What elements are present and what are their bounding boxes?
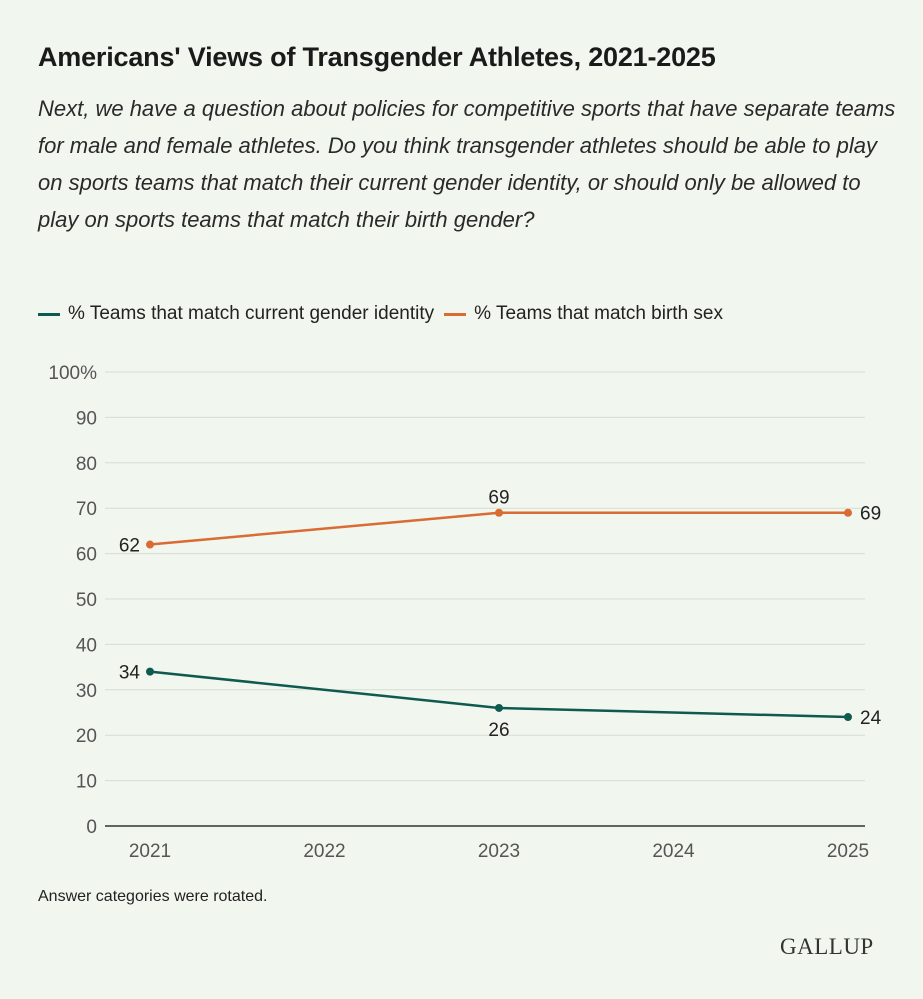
data-label: 69: [860, 504, 881, 525]
y-tick-label: 60: [76, 545, 97, 566]
data-point: [495, 703, 503, 712]
legend-item-gender-identity: % Teams that match current gender identi…: [38, 303, 434, 325]
legend-item-birth-sex: % Teams that match birth sex: [444, 303, 723, 325]
x-tick-label: 2021: [129, 841, 171, 862]
legend-swatch-gender-identity: [38, 312, 60, 316]
series-line: [149, 511, 848, 546]
chart-subtitle: Next, we have a question about policies …: [38, 96, 896, 232]
data-label: 62: [119, 536, 140, 557]
x-tick-label: 2024: [652, 841, 695, 862]
footnote: Answer categories were rotated.: [38, 888, 268, 905]
data-label: 26: [488, 720, 509, 741]
data-point: [495, 508, 503, 517]
data-point: [844, 508, 852, 517]
legend-label-birth-sex: % Teams that match birth sex: [474, 303, 723, 324]
legend: % Teams that match current gender identi…: [38, 303, 723, 325]
chart-title: Americans' Views of Transgender Athletes…: [38, 42, 716, 72]
data-point: [844, 713, 852, 722]
y-tick-label: 0: [86, 817, 97, 838]
data-label: 34: [119, 663, 141, 684]
data-point: [146, 540, 154, 549]
data-point: [146, 667, 154, 676]
y-tick-label: 40: [76, 635, 97, 656]
x-tick-label: 2022: [303, 841, 345, 862]
y-tick-label: 100%: [48, 363, 97, 384]
y-tick-label: 30: [76, 681, 97, 702]
legend-swatch-birth-sex: [444, 312, 467, 316]
y-tick-label: 20: [76, 726, 97, 747]
x-tick-label: 2025: [827, 841, 869, 862]
y-tick-label: 50: [76, 590, 97, 611]
y-tick-label: 70: [76, 499, 97, 520]
gallup-logo: GALLUP: [780, 934, 874, 959]
data-label: 69: [488, 488, 509, 509]
y-tick-label: 80: [76, 454, 97, 475]
y-tick-label: 90: [76, 408, 97, 429]
x-tick-label: 2023: [478, 841, 520, 862]
legend-label-gender-identity: % Teams that match current gender identi…: [68, 303, 435, 324]
y-tick-label: 10: [76, 772, 97, 793]
data-label: 24: [860, 708, 882, 729]
